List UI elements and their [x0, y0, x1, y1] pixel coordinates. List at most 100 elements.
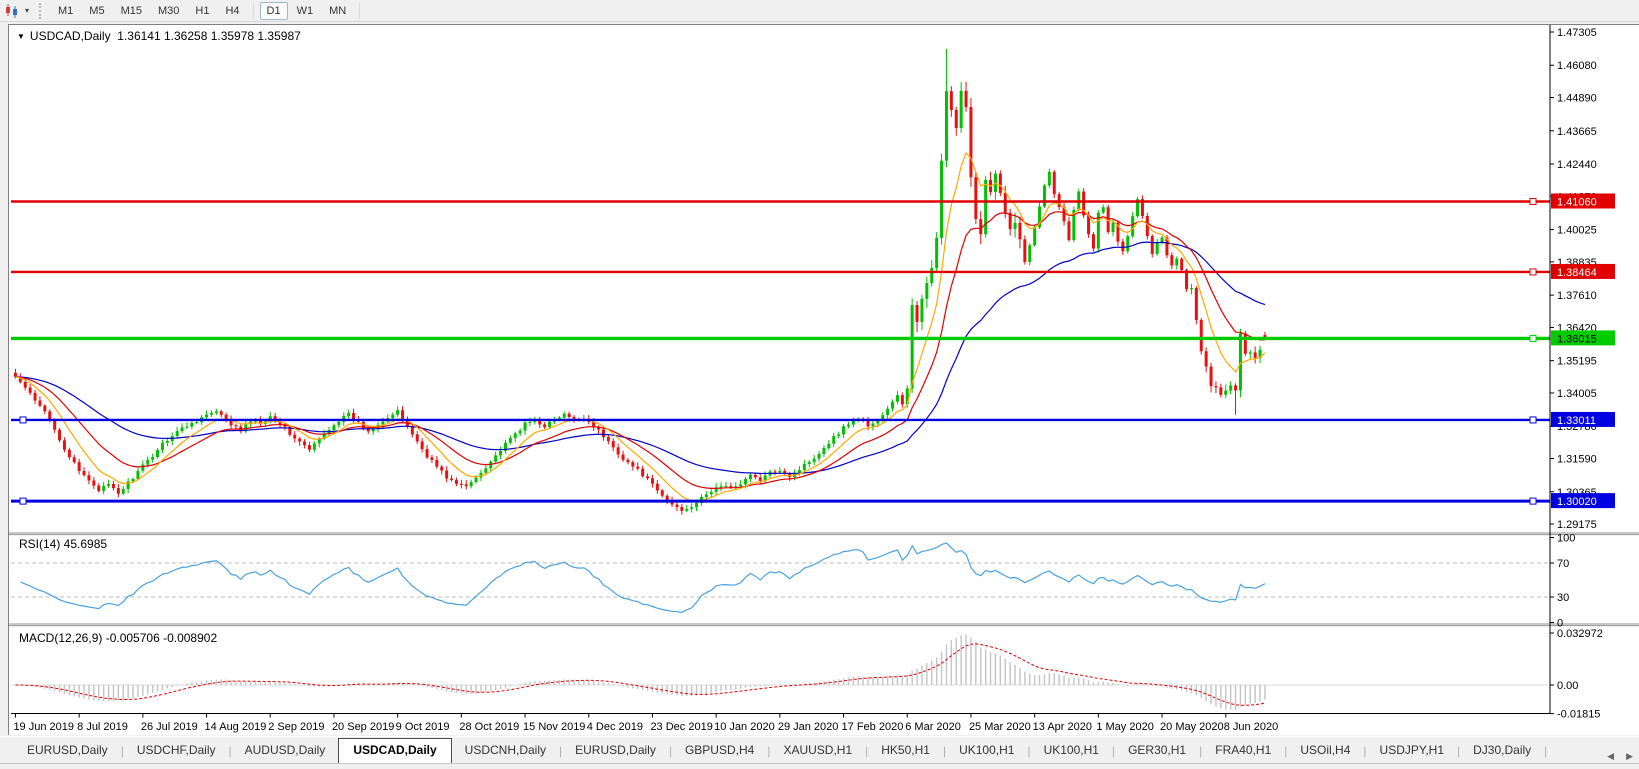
level-handle-1.36015[interactable]	[1529, 334, 1537, 342]
chart-tab-hk50-h1[interactable]: HK50,H1	[881, 743, 930, 757]
svg-text:1.29175: 1.29175	[1557, 519, 1597, 531]
chart-tab-usdjpy-h1[interactable]: USDJPY,H1	[1379, 743, 1445, 757]
tab-separator: |	[559, 744, 563, 758]
chevron-down-icon[interactable]: ▾	[25, 6, 30, 15]
chevron-right-icon[interactable]: ▶	[1626, 751, 1633, 761]
svg-text:10 Jan 2020: 10 Jan 2020	[714, 721, 775, 733]
chart-tab-usdcad-daily[interactable]: USDCAD,Daily	[338, 738, 452, 763]
svg-text:1 May 2020: 1 May 2020	[1096, 721, 1153, 733]
chart-tab-audusd-daily[interactable]: AUDUSD,Daily	[244, 743, 326, 757]
chart-canvas[interactable]: 1.473051.460801.448901.436651.424401.412…	[9, 25, 1639, 735]
svg-text:19 Jun 2019: 19 Jun 2019	[13, 721, 74, 733]
toolbar-gripper	[39, 2, 44, 19]
tab-separator: |	[1544, 744, 1548, 758]
level-badge-1.38464	[1551, 263, 1615, 279]
chevron-left-icon[interactable]: ◀	[1607, 751, 1615, 761]
svg-text:1.33011: 1.33011	[1557, 415, 1596, 427]
tab-separator: |	[942, 744, 947, 758]
timeframe-button-h1[interactable]: H1	[195, 4, 210, 17]
svg-text:20 Sep 2019: 20 Sep 2019	[332, 721, 394, 733]
timeframe-button-w1[interactable]: W1	[296, 4, 314, 17]
chart-tab-uk100-h1[interactable]: UK100,H1	[1043, 743, 1099, 757]
svg-text:1.43665: 1.43665	[1557, 126, 1597, 138]
svg-text:30: 30	[1557, 592, 1569, 604]
svg-text:4 Dec 2019: 4 Dec 2019	[587, 721, 643, 733]
level-handle-1.30020[interactable]	[19, 497, 27, 505]
svg-text:20 May 2020: 20 May 2020	[1160, 721, 1224, 733]
chart-tabbar: EURUSD,Daily | USDCHF,Daily | AUDUSD,Daily US…	[0, 736, 1639, 763]
tab-separator: |	[668, 744, 672, 758]
ma-mid-line	[15, 211, 1266, 490]
toolbar-separator	[359, 2, 361, 19]
bottom-strip	[0, 763, 1639, 769]
rsi-line	[20, 542, 1266, 614]
tab-separator: |	[1457, 744, 1461, 758]
svg-text:15 Nov 2019: 15 Nov 2019	[523, 721, 585, 733]
chart-ohlc-values: 1.36141 1.36258 1.35978 1.35987	[117, 29, 301, 43]
chart-tab-fra40-h1[interactable]: FRA40,H1	[1215, 743, 1272, 757]
level-handle-1.33011[interactable]	[19, 416, 27, 424]
chart-tab-usdchf-daily[interactable]: USDCHF,Daily	[136, 743, 216, 757]
level-handle-1.41060[interactable]	[1529, 197, 1537, 205]
level-handle-1.33011[interactable]	[1529, 416, 1537, 424]
tab-separator: |	[1363, 744, 1367, 758]
candlestick-chart-icon[interactable]	[4, 3, 24, 19]
chart-tab-eurusd-daily[interactable]: EURUSD,Daily	[575, 743, 656, 757]
svg-text:1.40025: 1.40025	[1557, 225, 1597, 237]
svg-text:6 Mar 2020: 6 Mar 2020	[905, 721, 961, 733]
svg-text:28 Oct 2019: 28 Oct 2019	[459, 721, 519, 733]
chart-title: ▼ USDCAD,Daily 1.36141 1.36258 1.35978 1.…	[17, 29, 301, 43]
timeframe-button-m15[interactable]: M15	[120, 4, 142, 17]
svg-text:8 Jul 2019: 8 Jul 2019	[77, 721, 128, 733]
svg-text:23 Dec 2019: 23 Dec 2019	[650, 721, 712, 733]
chart-tab-ger30-h1[interactable]: GER30,H1	[1128, 743, 1187, 757]
svg-text:1.34005: 1.34005	[1557, 388, 1597, 400]
svg-text:17 Feb 2020: 17 Feb 2020	[842, 721, 904, 733]
chart-tab-eurusd-daily[interactable]: EURUSD,Daily	[27, 743, 108, 757]
svg-text:1.44890: 1.44890	[1557, 93, 1597, 105]
chart-window: 1.473051.460801.448901.436651.424401.412…	[8, 24, 1639, 735]
tab-separator: |	[228, 744, 232, 758]
candlestick-layer	[13, 48, 1267, 515]
macd-signal-line	[15, 643, 1266, 706]
chart-tab-uk100-h1[interactable]: UK100,H1	[959, 743, 1015, 757]
svg-text:1.30020: 1.30020	[1557, 496, 1597, 508]
svg-text:1.35195: 1.35195	[1557, 356, 1597, 368]
svg-text:2 Sep 2019: 2 Sep 2019	[268, 721, 324, 733]
chart-tab-dj30-daily[interactable]: DJ30,Daily	[1473, 743, 1532, 757]
chart-tab-usdcnh-daily[interactable]: USDCNH,Daily	[464, 743, 547, 757]
svg-text:1.46080: 1.46080	[1557, 60, 1597, 72]
svg-text:1.37610: 1.37610	[1557, 290, 1597, 302]
level-badge-1.36015	[1551, 330, 1615, 346]
svg-text:1.47305: 1.47305	[1557, 27, 1597, 39]
chart-title-dropdown-icon[interactable]: ▼	[17, 32, 25, 41]
svg-text:14 Aug 2019: 14 Aug 2019	[205, 721, 267, 733]
tab-separator: |	[1284, 744, 1288, 758]
timeframe-button-m30[interactable]: M30	[157, 4, 180, 17]
chart-tab-usoil-h4[interactable]: USOil,H4	[1300, 743, 1351, 757]
svg-text:0: 0	[1557, 618, 1563, 630]
timeframe-button-mn[interactable]: MN	[329, 4, 347, 17]
timeframe-button-m5[interactable]: M5	[89, 4, 105, 17]
svg-text:-0.01815: -0.01815	[1557, 709, 1600, 721]
chart-tab-xauusd-h1[interactable]: XAUUSD,H1	[783, 743, 853, 757]
timeframe-button-h4[interactable]: H4	[225, 4, 240, 17]
svg-text:29 Jan 2020: 29 Jan 2020	[778, 721, 839, 733]
chart-tab-gbpusd-h4[interactable]: GBPUSD,H4	[684, 743, 755, 757]
timeframe-button-m1[interactable]: M1	[58, 4, 74, 17]
level-handle-1.38464[interactable]	[1529, 268, 1537, 276]
tab-separator: |	[865, 744, 869, 758]
top-toolbar: ▾ M1 M5 M15 M30 H1 H4 D1 W1 MN	[0, 0, 1639, 22]
timeframe-button-d1[interactable]: D1	[259, 1, 288, 20]
tab-separator: |	[1199, 744, 1203, 758]
svg-text:0.00: 0.00	[1557, 680, 1578, 692]
toolbar-separator	[252, 2, 254, 19]
chart-symbol-period: USDCAD,Daily	[29, 29, 111, 43]
macd-indicator-label: MACD(12,26,9) -0.005706 -0.008902	[19, 631, 218, 645]
level-handle-1.30020[interactable]	[1529, 497, 1537, 505]
svg-text:9 Oct 2019: 9 Oct 2019	[396, 721, 450, 733]
level-badge-1.41060	[1551, 193, 1615, 209]
svg-text:25 Mar 2020: 25 Mar 2020	[969, 721, 1031, 733]
svg-text:26 Jul 2019: 26 Jul 2019	[141, 721, 198, 733]
svg-text:1.41060: 1.41060	[1557, 196, 1597, 208]
